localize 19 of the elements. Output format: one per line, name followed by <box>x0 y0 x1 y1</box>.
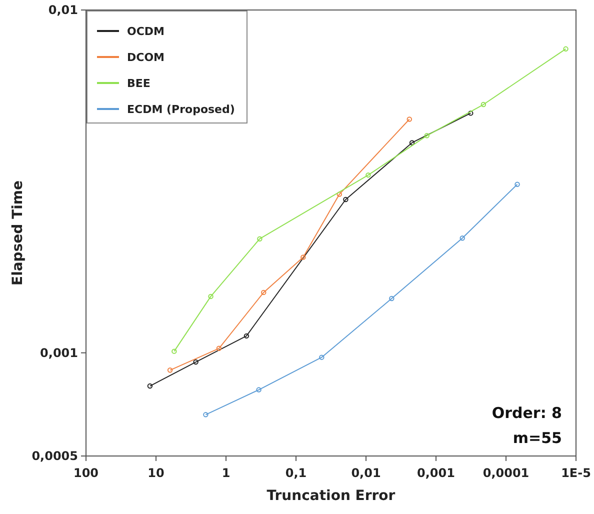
legend-label: DCOM <box>127 51 165 64</box>
x-tick-label: 10 <box>148 466 164 480</box>
y-tick-label: 0,001 <box>40 346 78 360</box>
x-tick-label: 0,0001 <box>482 466 530 480</box>
y-tick-label: 0,0005 <box>32 449 78 464</box>
x-tick-label: 1E-5 <box>561 466 591 480</box>
y-tick-label: 0,01 <box>48 3 78 18</box>
annotation: m=55 <box>512 429 562 447</box>
x-tick-label: 0,001 <box>417 466 455 480</box>
x-tick-label: 0,1 <box>285 466 307 480</box>
annotation: Order: 8 <box>492 404 562 422</box>
x-tick-label: 0,01 <box>351 466 381 480</box>
legend-label: BEE <box>127 77 150 90</box>
x-tick-label: 1 <box>222 466 230 480</box>
y-axis-title: Elapsed Time <box>10 180 26 286</box>
x-tick-label: 100 <box>73 466 99 480</box>
x-axis-title: Truncation Error <box>266 488 396 504</box>
legend-label: OCDM <box>127 25 165 38</box>
legend-label: ECDM (Proposed) <box>127 103 235 116</box>
